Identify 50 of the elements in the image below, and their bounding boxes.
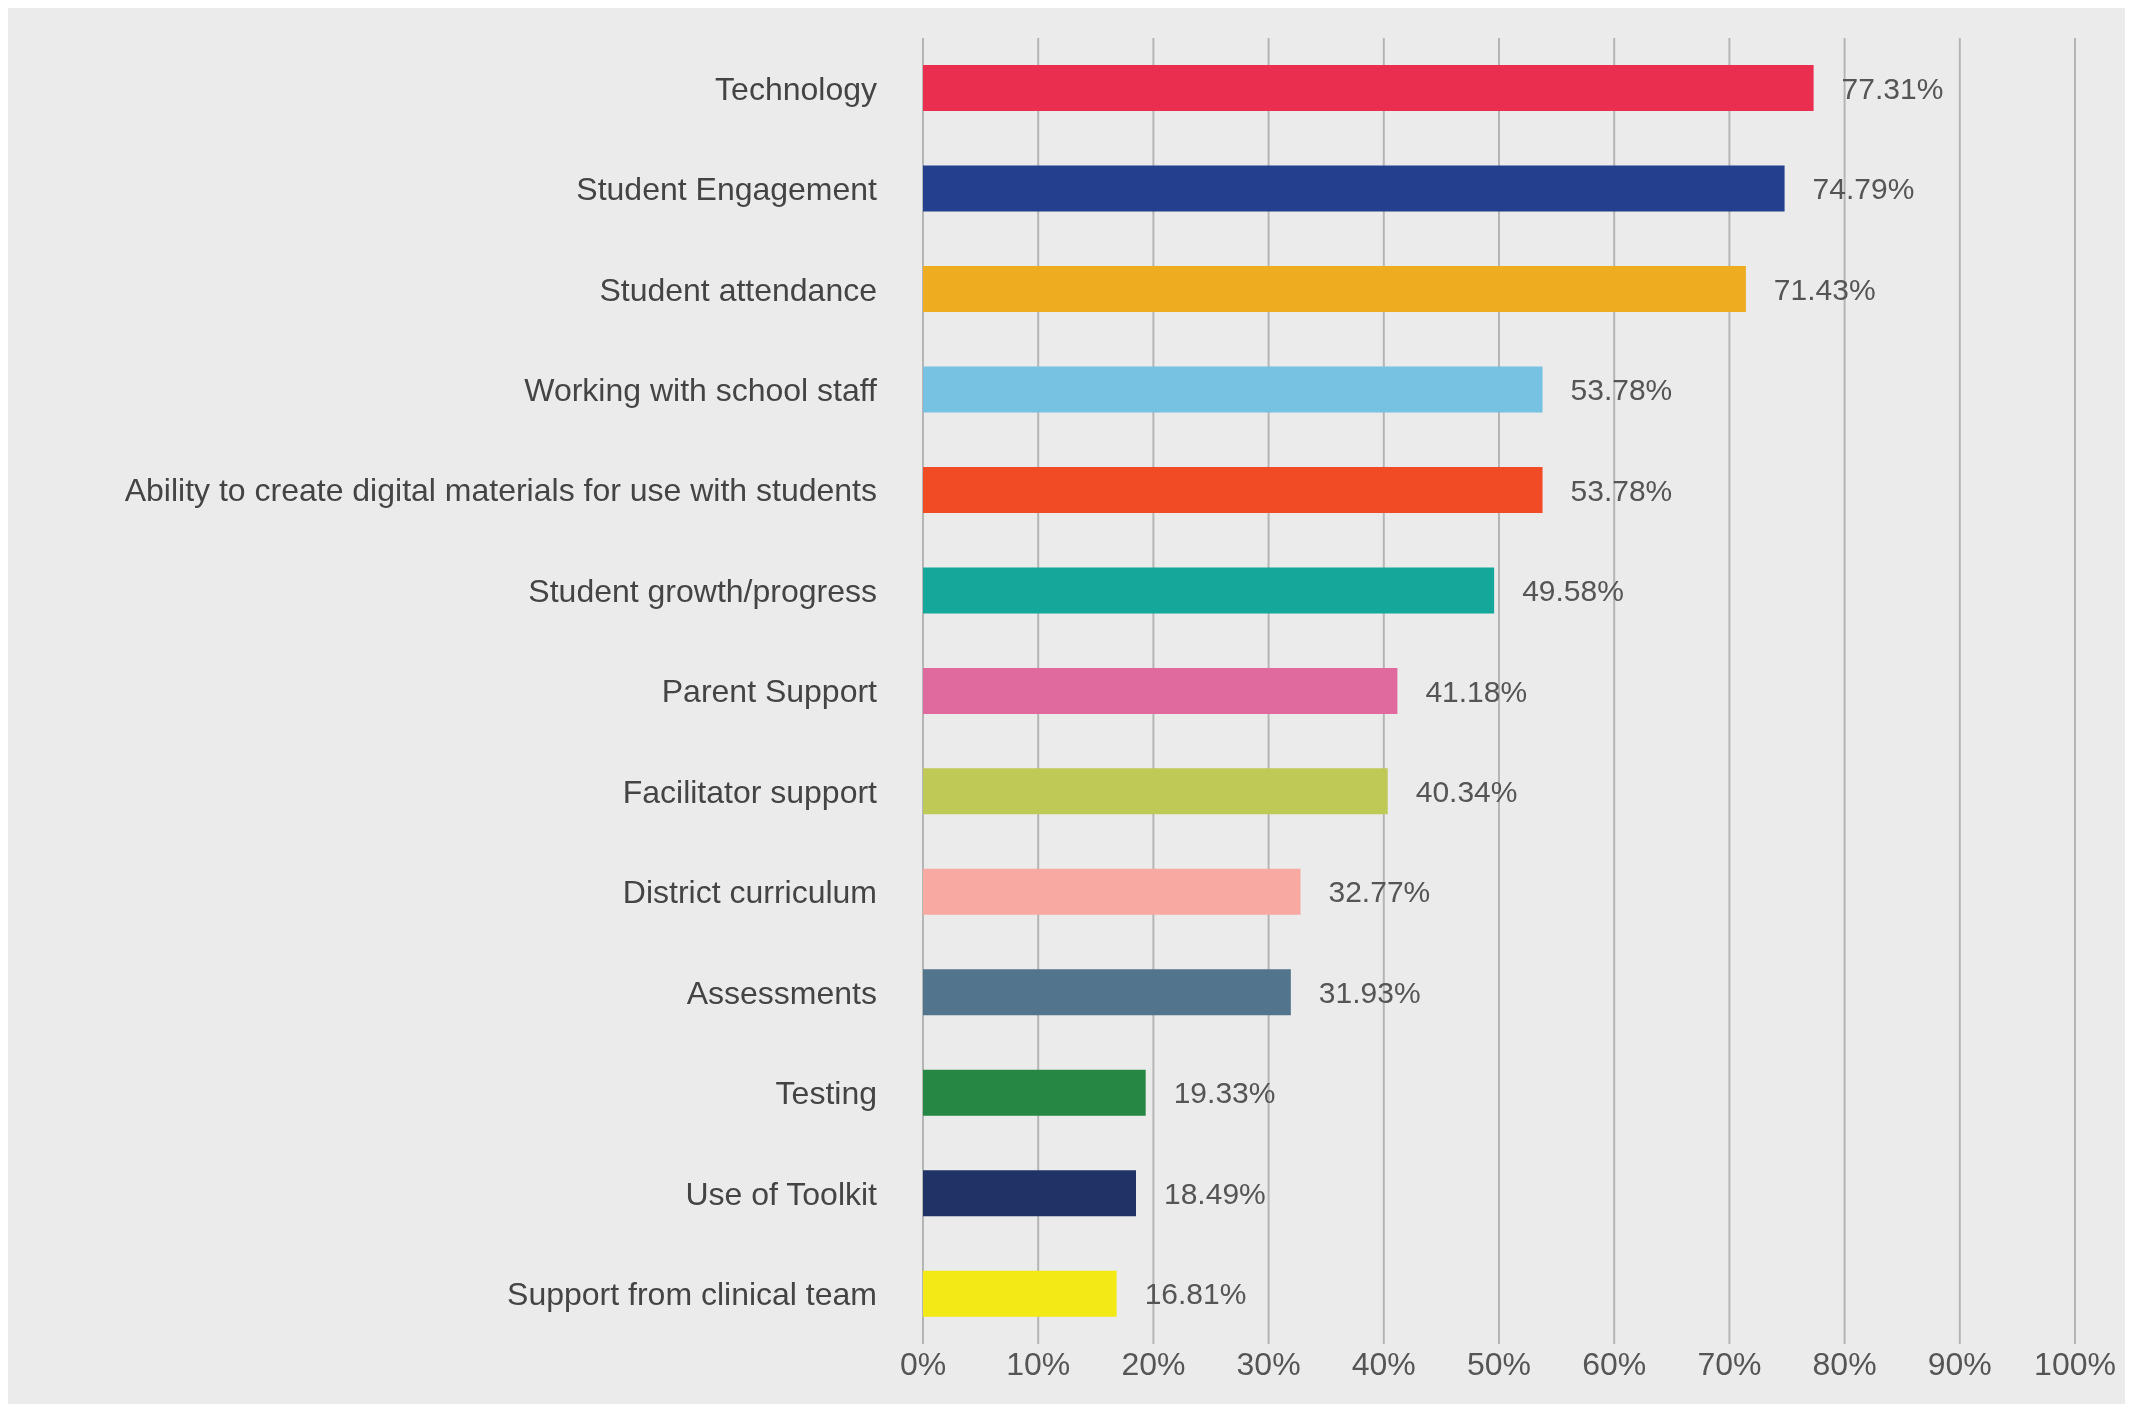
bar — [923, 567, 1495, 614]
y-tick-label: Assessments — [686, 974, 877, 1011]
bar — [923, 165, 1785, 212]
bar — [923, 1170, 1136, 1217]
y-tick-label: Student growth/progress — [528, 572, 877, 609]
x-tick-label: 90% — [1927, 1345, 1992, 1382]
y-tick-label: Student attendance — [599, 271, 877, 308]
x-tick-label: 60% — [1582, 1345, 1647, 1382]
y-tick-label: Ability to create digital materials for use with students — [124, 472, 877, 509]
data-label: 40.34% — [1415, 775, 1518, 809]
y-tick-label: Student Engagement — [576, 171, 878, 208]
x-tick-label: 50% — [1466, 1345, 1532, 1382]
y-tick-label: Support from clinical team — [507, 1276, 877, 1313]
data-label: 53.78% — [1570, 473, 1673, 507]
x-tick-label: 70% — [1697, 1345, 1762, 1382]
bar — [923, 768, 1388, 815]
y-tick-label: Use of Toolkit — [685, 1175, 878, 1212]
data-label: 32.77% — [1328, 875, 1431, 909]
data-label: 49.58% — [1522, 574, 1624, 608]
data-label: 53.78% — [1570, 373, 1673, 407]
data-label: 71.43% — [1773, 272, 1876, 306]
y-tick-label: Facilitator support — [622, 773, 878, 810]
x-tick-label: 100% — [2034, 1345, 2116, 1382]
bar — [923, 266, 1746, 313]
y-tick-label: Parent Support — [661, 673, 878, 710]
y-tick-label: Working with school staff — [524, 371, 878, 408]
bar — [923, 667, 1398, 714]
bar — [923, 65, 1814, 112]
data-label: 41.18% — [1425, 674, 1528, 708]
bar — [923, 1270, 1117, 1317]
x-tick-label: 80% — [1812, 1345, 1877, 1382]
bar — [923, 1069, 1146, 1116]
x-tick-label: 30% — [1236, 1345, 1301, 1382]
x-tick-label: 0% — [899, 1345, 947, 1382]
bar — [923, 366, 1543, 413]
bar — [923, 969, 1291, 1016]
data-label: 19.33% — [1173, 1076, 1276, 1110]
x-tick-label: 10% — [1006, 1345, 1071, 1382]
data-label: 18.49% — [1164, 1176, 1266, 1210]
data-label: 77.31% — [1841, 71, 1944, 105]
data-label: 16.81% — [1144, 1277, 1247, 1311]
bar — [923, 466, 1543, 513]
y-tick-label: District curriculum — [622, 874, 877, 911]
y-tick-label: Technology — [715, 70, 877, 107]
x-tick-label: 40% — [1351, 1345, 1416, 1382]
data-label: 74.79% — [1812, 172, 1915, 206]
y-tick-label: Testing — [775, 1075, 877, 1112]
x-tick-label: 20% — [1121, 1345, 1186, 1382]
data-label: 31.93% — [1318, 975, 1421, 1009]
bar — [923, 868, 1301, 915]
